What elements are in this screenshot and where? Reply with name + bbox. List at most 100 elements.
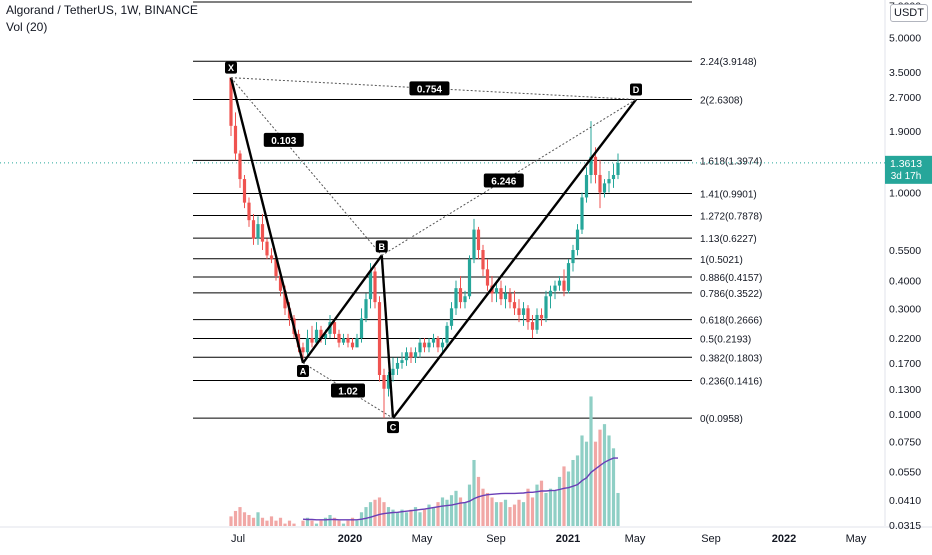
fib-label: 0.786(0.3522) bbox=[700, 289, 762, 300]
y-tick-label: 0.1300 bbox=[889, 384, 921, 396]
candle-body bbox=[251, 220, 256, 239]
volume-bar bbox=[548, 488, 553, 526]
pattern-leg bbox=[302, 254, 383, 364]
candle bbox=[611, 163, 616, 188]
candle-body bbox=[422, 342, 427, 348]
volume-bar bbox=[575, 455, 580, 526]
candle bbox=[391, 357, 395, 382]
candle bbox=[602, 179, 607, 198]
candle-body bbox=[332, 322, 337, 334]
candle bbox=[616, 153, 620, 180]
pattern-leg bbox=[392, 98, 637, 419]
volume-bar bbox=[566, 471, 571, 526]
candle bbox=[395, 357, 400, 375]
candle bbox=[517, 299, 521, 323]
candle-body bbox=[463, 296, 467, 303]
fib-label: 0.886(0.4157) bbox=[700, 273, 762, 284]
volume-bar bbox=[337, 520, 341, 526]
volume-bar bbox=[242, 512, 247, 526]
volume-bar bbox=[310, 520, 314, 526]
candle-body bbox=[440, 342, 445, 348]
y-tick-label: 0.0315 bbox=[889, 520, 921, 532]
candle bbox=[310, 325, 314, 348]
candle-body bbox=[598, 174, 602, 193]
pattern-ratio-line bbox=[230, 77, 637, 100]
candle-body bbox=[341, 338, 346, 343]
volume-bar bbox=[616, 492, 620, 526]
candle-body bbox=[589, 156, 593, 175]
y-tick-label: 0.0410 bbox=[889, 495, 921, 507]
volume-bar bbox=[436, 502, 440, 526]
candle-body bbox=[404, 352, 409, 361]
candle bbox=[575, 224, 580, 256]
volume-bar bbox=[571, 459, 575, 526]
candle-body bbox=[418, 342, 422, 353]
x-tick-label: May bbox=[846, 533, 867, 545]
volume-bar bbox=[526, 488, 530, 526]
candle bbox=[571, 244, 575, 272]
candle-body bbox=[467, 259, 472, 297]
volume-bar bbox=[589, 396, 593, 526]
countdown-label: 3d 17h bbox=[891, 171, 922, 182]
volume-bar bbox=[364, 507, 368, 526]
candle-body bbox=[337, 333, 341, 343]
candle-body bbox=[346, 338, 350, 343]
volume-bar bbox=[292, 523, 296, 526]
candle-body bbox=[364, 299, 368, 319]
volume-bar bbox=[287, 520, 292, 526]
candle-body bbox=[283, 290, 287, 309]
candle-body bbox=[485, 269, 490, 286]
y-tick-label: 0.4000 bbox=[889, 276, 921, 288]
candle bbox=[472, 218, 476, 264]
candle bbox=[247, 197, 251, 227]
y-tick-label: 3.5000 bbox=[889, 67, 921, 79]
x-tick-label: 2020 bbox=[338, 533, 362, 545]
x-tick-label: 2021 bbox=[556, 533, 580, 545]
volume-indicator-label[interactable]: Vol (20) bbox=[6, 20, 48, 34]
candle bbox=[305, 329, 310, 355]
candle bbox=[260, 213, 265, 251]
volume-bar bbox=[350, 517, 355, 526]
x-tick-label: Sep bbox=[701, 533, 721, 545]
candle-body bbox=[575, 229, 580, 251]
y-tick-label: 0.5500 bbox=[889, 245, 921, 257]
volume-bar bbox=[445, 499, 449, 526]
pattern-ratio-label: 1.02 bbox=[338, 387, 358, 398]
candle bbox=[562, 269, 566, 297]
currency-badge[interactable]: USDT bbox=[890, 4, 928, 22]
volume-bar bbox=[409, 509, 413, 526]
candle-body bbox=[377, 302, 382, 375]
candle-body bbox=[508, 293, 512, 303]
candle-body bbox=[503, 293, 508, 300]
volume-bar bbox=[512, 504, 517, 526]
candle-body bbox=[616, 162, 620, 175]
candle-body bbox=[359, 318, 364, 339]
candle-body bbox=[323, 333, 328, 339]
candle-body bbox=[373, 271, 377, 303]
volume-bar bbox=[521, 502, 526, 526]
volume-bar bbox=[368, 502, 373, 526]
volume-bar bbox=[517, 499, 521, 526]
volume-bar bbox=[530, 497, 535, 526]
candle-body bbox=[368, 271, 373, 300]
candle bbox=[526, 305, 530, 330]
candle-body bbox=[319, 329, 323, 339]
volume-bar bbox=[323, 517, 328, 526]
volume-bar bbox=[265, 520, 269, 526]
volume-bar bbox=[418, 512, 422, 526]
last-price-badge bbox=[885, 155, 932, 184]
candle-body bbox=[449, 308, 454, 326]
candle-body bbox=[242, 179, 247, 203]
volume-bar bbox=[427, 504, 431, 526]
volume-bar bbox=[341, 523, 346, 526]
candle bbox=[436, 335, 440, 353]
y-tick-label: 0.2200 bbox=[889, 333, 921, 345]
x-tick-label: Jul bbox=[231, 533, 245, 545]
candle-body bbox=[526, 308, 530, 323]
candle bbox=[350, 338, 355, 350]
candle-body bbox=[476, 229, 481, 251]
pattern-point-marker bbox=[387, 421, 399, 434]
candle bbox=[535, 308, 539, 334]
volume-bar bbox=[476, 476, 481, 526]
